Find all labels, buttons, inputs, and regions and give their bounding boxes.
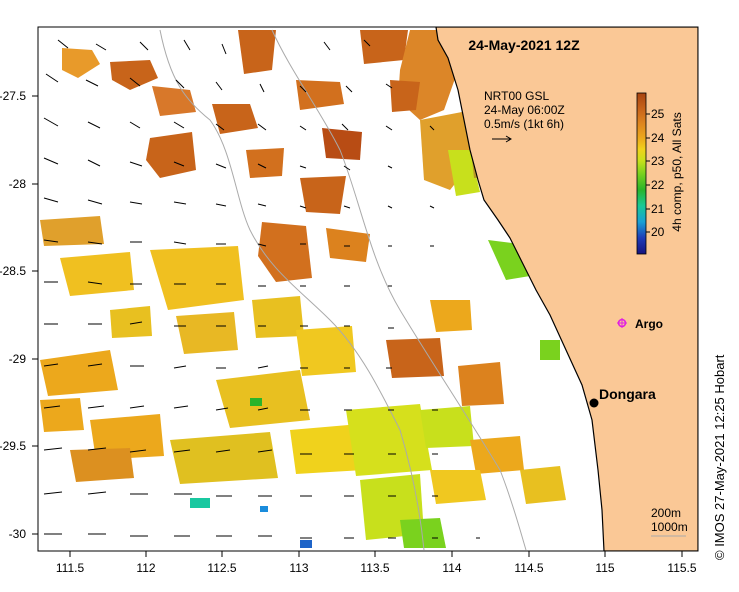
sst-patch xyxy=(360,30,408,64)
sst-patch xyxy=(252,296,304,338)
current-legend-line3: 0.5m/s (1kt 6h) xyxy=(484,117,564,131)
contour-200m xyxy=(159,29,425,551)
sst-patch xyxy=(430,300,472,332)
current-scale-arrow xyxy=(492,135,512,143)
sst-patch xyxy=(326,228,370,262)
sst-patch xyxy=(300,176,346,214)
sst-patch xyxy=(290,424,364,474)
sst-patch xyxy=(520,466,566,504)
sst-patch xyxy=(430,470,486,504)
land-mass xyxy=(435,27,698,551)
contour-legend: 200m 1000m xyxy=(651,506,688,537)
plot-frame xyxy=(37,26,699,552)
colorbar-tick-label: 25 xyxy=(651,107,665,121)
sst-patch xyxy=(420,406,474,448)
x-tick-label: 115.5 xyxy=(667,561,696,575)
contour-1000m xyxy=(271,29,527,551)
sst-patch xyxy=(190,498,210,508)
sst-patch xyxy=(300,540,312,548)
x-tick-label: 114.5 xyxy=(514,561,543,575)
colorbar: 20 21 22 23 24 25 4h comp, p50, All Sats xyxy=(636,92,684,255)
colorbar-tick-label: 20 xyxy=(651,225,665,239)
sst-patch xyxy=(448,150,480,196)
colorbar-tick-label: 23 xyxy=(651,154,665,168)
sst-patch xyxy=(110,60,158,90)
colorbar-ramp xyxy=(636,92,647,255)
current-vectors xyxy=(43,39,480,539)
sst-patch xyxy=(346,404,432,476)
sst-patch xyxy=(62,48,100,78)
x-axis-ticks xyxy=(69,551,683,557)
town-dot-icon xyxy=(589,398,599,408)
y-axis-ticks xyxy=(32,95,38,535)
current-legend-line1: NRT00 GSL xyxy=(484,89,549,103)
sst-patch xyxy=(540,340,560,360)
colorbar-tick-label: 21 xyxy=(651,202,665,216)
x-tick-label: 113 xyxy=(289,561,308,575)
sst-patch xyxy=(470,436,524,474)
sst-patch xyxy=(40,216,104,246)
map-title: 24-May-2021 12Z xyxy=(468,37,580,53)
x-tick-label: 112 xyxy=(136,561,155,575)
x-tick-label: 111.5 xyxy=(56,561,85,575)
sst-patch xyxy=(216,370,310,428)
sst-patch xyxy=(296,80,344,110)
sst-patch xyxy=(40,350,118,396)
sst-patch xyxy=(260,506,268,512)
contour-1000m-label: 1000m xyxy=(651,520,688,534)
argo-label: Argo xyxy=(635,317,663,331)
y-tick-label: -29.5 xyxy=(0,439,26,453)
argo-marker: Argo xyxy=(617,317,663,331)
credit-text: © IMOS 27-May-2021 12:25 Hobart xyxy=(712,354,727,560)
colorbar-tick-label: 22 xyxy=(651,178,665,192)
x-tick-label: 114 xyxy=(442,561,461,575)
sst-patch xyxy=(170,432,278,484)
sst-patch xyxy=(212,104,258,134)
y-tick-label: -27.5 xyxy=(0,89,26,103)
sst-patch xyxy=(238,30,276,74)
sst-patch xyxy=(458,362,504,406)
sst-pixels xyxy=(40,30,566,548)
x-tick-label: 113.5 xyxy=(360,561,389,575)
sst-patch xyxy=(150,246,244,310)
sst-patch xyxy=(246,148,284,178)
sst-patch xyxy=(90,414,164,460)
sst-patch xyxy=(400,518,446,548)
argo-cross-icon xyxy=(617,318,627,328)
sst-patch xyxy=(250,398,262,406)
x-axis-labels: 111.5 112 112.5 113 113.5 114 114.5 115 … xyxy=(56,561,697,575)
y-tick-label: -29 xyxy=(9,352,27,366)
sst-patch xyxy=(40,398,84,432)
y-tick-label: -28 xyxy=(9,177,27,191)
sst-patch xyxy=(70,448,134,482)
sst-patch xyxy=(296,326,356,376)
dongara-marker: Dongara xyxy=(589,386,656,408)
contour-200m-label: 200m xyxy=(651,506,681,520)
y-tick-label: -28.5 xyxy=(0,264,26,278)
sst-patch xyxy=(258,222,312,282)
current-legend-line2: 24-May 06:00Z xyxy=(484,103,565,117)
sst-patch xyxy=(386,338,444,378)
x-tick-label: 112.5 xyxy=(207,561,236,575)
sst-patch xyxy=(146,132,196,178)
y-axis-labels: -27.5 -28 -28.5 -29 -29.5 -30 xyxy=(0,89,26,541)
x-tick-label: 115 xyxy=(595,561,614,575)
colorbar-tick-label: 24 xyxy=(651,131,665,145)
sst-patch xyxy=(176,312,238,354)
dongara-label: Dongara xyxy=(599,386,656,402)
current-legend: NRT00 GSL 24-May 06:00Z 0.5m/s (1kt 6h) xyxy=(484,89,565,143)
sst-patch xyxy=(110,306,152,338)
sst-patch xyxy=(152,86,196,116)
sst-patch xyxy=(60,252,134,296)
colorbar-label: 4h comp, p50, All Sats xyxy=(670,112,684,231)
y-tick-label: -30 xyxy=(9,527,27,541)
sst-patch xyxy=(390,80,420,112)
